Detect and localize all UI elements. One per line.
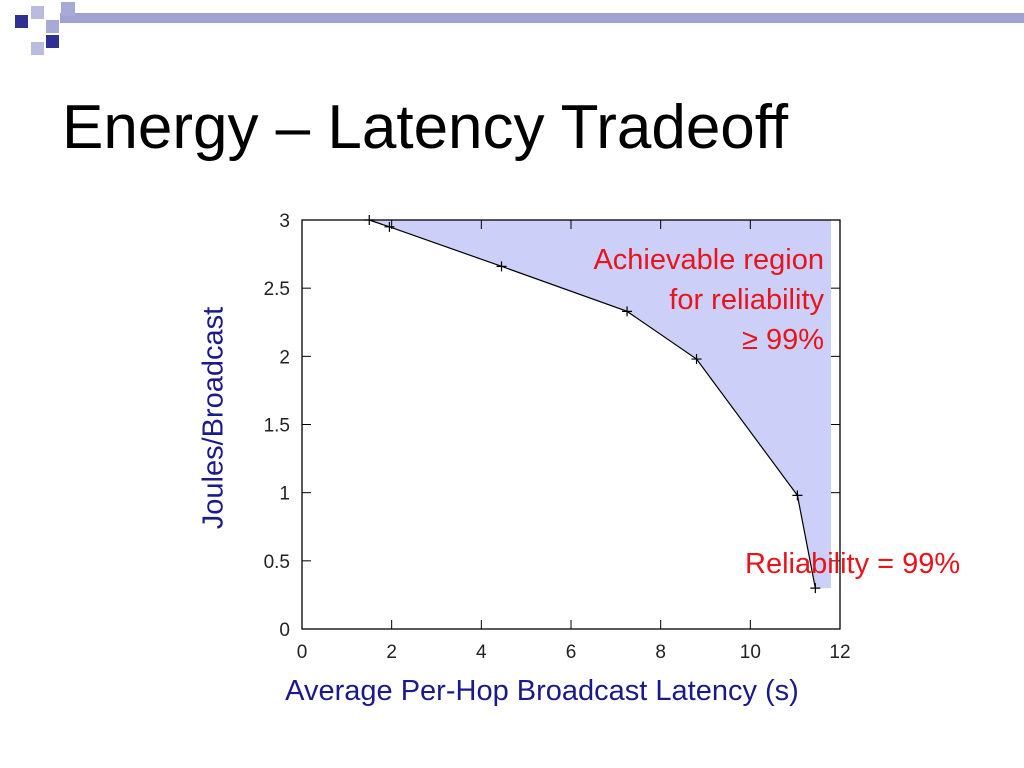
data-point <box>792 490 803 501</box>
data-point <box>622 306 633 317</box>
y-tick-label: 2.5 <box>264 279 290 300</box>
x-tick-label: 2 <box>386 642 397 663</box>
data-point <box>496 261 507 272</box>
deco-square-light-2 <box>46 20 59 33</box>
annotation-line-2: for reliability <box>669 284 824 316</box>
y-tick-label: 0.5 <box>264 552 290 573</box>
slide-title: Energy – Latency Tradeoff <box>62 93 789 162</box>
deco-horizontal-bar <box>60 13 1024 23</box>
achievable-region <box>369 220 832 589</box>
axis-ticks: 0 2 4 6 8 10 12 0 0.5 1 1.5 2 2.5 3 <box>264 211 851 663</box>
deco-square-dark-2 <box>46 35 59 48</box>
y-tick-label: 1 <box>279 484 290 505</box>
x-tick-label: 12 <box>829 642 850 663</box>
x-tick-label: 6 <box>566 642 577 663</box>
deco-square-light-1 <box>31 6 44 19</box>
x-tick-label: 10 <box>740 642 761 663</box>
annotation-line-1: Achievable region <box>593 244 824 276</box>
x-tick-label: 0 <box>297 642 308 663</box>
annotation-line-3: ≥ 99% <box>741 324 824 356</box>
y-tick-label: 0 <box>279 620 290 641</box>
header-decoration <box>15 2 1024 55</box>
data-point <box>810 583 821 594</box>
x-tick-label: 8 <box>655 642 666 663</box>
x-tick-label: 4 <box>476 642 487 663</box>
reliability-annotation: Reliability = 99% <box>745 548 961 580</box>
achievable-region-annotation: Achievable region for reliability ≥ 99% <box>593 240 824 360</box>
y-tick-label: 2 <box>279 347 290 368</box>
data-markers <box>364 215 821 594</box>
data-point <box>364 215 375 225</box>
deco-square-light-4 <box>61 2 75 16</box>
deco-square-light-3 <box>31 42 44 55</box>
y-tick-label: 1.5 <box>264 416 290 437</box>
y-tick-label: 3 <box>279 211 290 232</box>
deco-square-dark-1 <box>15 15 28 28</box>
y-axis-label: Joules/Broadcast <box>197 306 230 530</box>
x-axis-label: Average Per-Hop Broadcast Latency (s) <box>285 675 799 707</box>
data-point <box>691 354 702 365</box>
data-point <box>384 221 395 232</box>
